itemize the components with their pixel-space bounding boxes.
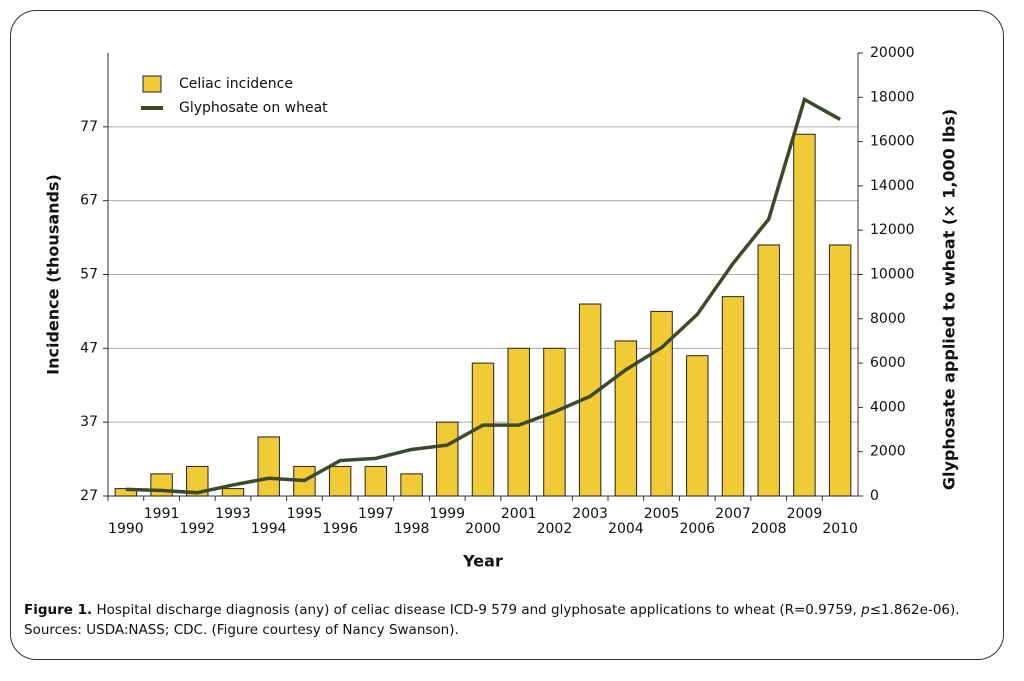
x-tick-label: 1997 [358,506,394,522]
y2-tick-label: 10000 [870,267,915,283]
bar [650,310,673,497]
y2-tick-label: 4000 [870,399,906,415]
y2-tick-label: 18000 [870,89,915,105]
y-tick-label: 67 [80,193,98,209]
bar [757,244,780,497]
y2-tick-label: 16000 [870,134,915,150]
x-tick-label: 2010 [822,521,858,537]
x-tick-label: 2006 [679,521,715,537]
y2-tick-label: 14000 [870,178,915,194]
legend-label: Celiac incidence [179,76,293,92]
caption: Figure 1. Hospital discharge diagnosis (… [24,600,1004,640]
chart: 27 37 47 57 67 77 0 2000 4000 6000 8000 10000 12000 1… [44,45,959,571]
x-tick-label: 1999 [429,506,465,522]
bar [543,347,566,497]
y2-tick-label: 20000 [870,45,915,61]
x-tick-label: 2002 [537,521,573,537]
bar [257,436,280,497]
x-tick-label: 2008 [751,521,787,537]
bar [114,488,138,497]
x-tick-label: 1998 [394,521,430,537]
y2-tick-label: 6000 [870,355,906,371]
bar [721,296,745,497]
y-tick-label: 77 [80,119,98,135]
y-tick-label: 47 [80,340,98,356]
x-tick-label: 2005 [644,506,680,522]
x-tick-label: 2000 [465,521,501,537]
bar [400,473,423,497]
y-tick-label: 27 [80,488,98,504]
bar [221,488,245,497]
bar [364,465,388,497]
figure-frame [10,10,1004,660]
caption-label: Figure 1. [24,602,93,618]
x-tick-label: 2009 [787,506,823,522]
y2-tick-label: 12000 [870,222,915,238]
line-series [125,96,841,495]
x-tick-label: 2001 [501,506,537,522]
y2-tick-label: 8000 [870,311,906,327]
x-tick-label: 1992 [179,521,215,537]
y-tick-label: 57 [80,267,98,283]
caption-text: Hospital discharge diagnosis (any) of ce… [96,602,862,618]
caption-italic: p [861,602,870,618]
bar [328,465,352,497]
bar [686,355,709,497]
y2-tick-label: 2000 [870,444,906,460]
bar [186,465,209,497]
x-tick-label: 1991 [144,506,180,522]
bar [828,244,852,497]
x-tick-label: 1995 [287,506,323,522]
legend-swatch [142,75,162,93]
bar [793,133,816,497]
bar [614,340,638,497]
caption-text-end: ≤1.862e-06). Sources: USDA:NASS; CDC. (F… [24,602,960,638]
x-axis-title: Year [462,552,503,571]
bar [436,421,459,497]
x-tick-label: 2007 [715,506,751,522]
y-tick-label: 37 [80,414,98,430]
x-tick-label: 1993 [215,506,251,522]
x-tick-label: 2004 [608,521,644,537]
y2-tick-label: 0 [870,488,879,504]
x-tick-label: 2003 [572,506,608,522]
x-tick-label: 1990 [108,521,144,537]
legend-label: Glyphosate on wheat [179,100,328,116]
y2-axis-title: Glyphosate applied to wheat (× 1,000 lbs… [940,109,959,490]
x-tick-label: 1994 [251,521,287,537]
y-axis-title: Incidence (thousands) [44,174,63,375]
x-tick-label: 1996 [322,521,358,537]
